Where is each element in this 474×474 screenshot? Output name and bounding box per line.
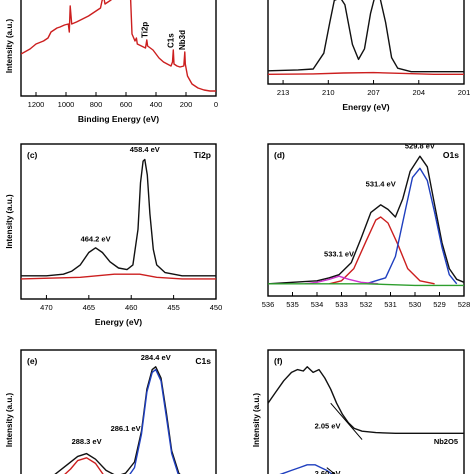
x-tick-label: 201 (458, 88, 471, 97)
x-tick-label: 470 (40, 303, 53, 312)
x-tick-label: 530 (409, 300, 422, 309)
series-line-fit-533-1 (304, 275, 379, 285)
panel-label: (d) (274, 150, 285, 160)
series-group (268, 366, 464, 474)
x-tick-label: 528 (458, 300, 471, 309)
panel-e: Intensity (a.u.) (e) C1s 284.4 eV 288.3 eV 28… (5, 349, 217, 474)
peak-annotation: 2.60 eV (315, 469, 341, 474)
axis-frame (267, 143, 465, 297)
series-group (21, 0, 216, 92)
axis-frame (20, 0, 217, 97)
series-line-spectrum (268, 0, 464, 73)
peak-annotation: 531.4 eV (366, 180, 396, 189)
tangent-line (330, 402, 363, 440)
peak-annotation: Ti2p (140, 22, 149, 38)
panel-label: (e) (27, 356, 38, 366)
panel-d: 536 535 534 533 532 531 530 529 528 (d) O1s 529.8 e… (262, 142, 471, 309)
x-tick-label: 534 (311, 300, 324, 309)
panel-title: Ti2p (194, 150, 211, 160)
x-tick-label: 600 (120, 100, 133, 109)
series-line-fit-284-4 (129, 368, 179, 474)
x-tick-label: 400 (150, 100, 163, 109)
series-line-nb-ti-2-3- (279, 464, 334, 474)
series-group (268, 155, 464, 287)
peak-annotation: 284.4 eV (141, 353, 171, 362)
x-tick-label: 210 (322, 88, 335, 97)
x-tick-label: 535 (286, 300, 299, 309)
x-axis-label: Energy (eV) (342, 102, 389, 112)
x-tick-label: 455 (167, 303, 180, 312)
x-tick-label: 531 (384, 300, 397, 309)
series-line-main (21, 0, 216, 92)
series-group (268, 0, 464, 76)
panel-b: 213 210 207 204 201 Energy (eV) (267, 0, 471, 112)
peak-annotation: Nb3d (178, 30, 187, 50)
x-tick-label: 207 (367, 88, 380, 97)
panel-title: O1s (443, 150, 459, 160)
x-tick-label: 529 (433, 300, 446, 309)
y-axis-label: Intensity (a.u.) (5, 393, 14, 448)
x-tick-label: 460 (125, 303, 138, 312)
panel-label: (c) (27, 150, 38, 160)
x-tick-label: 204 (413, 88, 426, 97)
series-line-background (21, 273, 216, 280)
x-tick-label: 1000 (58, 100, 75, 109)
peak-annotation: 458.4 eV (130, 145, 160, 154)
series-line-spectrum (268, 155, 464, 285)
axis-frame (20, 143, 217, 300)
x-tick-label: 533 (335, 300, 348, 309)
series-group (54, 366, 181, 474)
peak-annotation: C1s (166, 33, 175, 48)
x-tick-label: 465 (83, 303, 96, 312)
peak-annotation: 533.1 eV (324, 249, 354, 258)
series-line-fit-531-4 (329, 216, 435, 285)
y-axis-label: Intensity (a.u.) (252, 393, 261, 448)
series-line-fit-529-8 (365, 167, 458, 285)
x-axis-label: Binding Energy (eV) (78, 114, 159, 124)
x-tick-label: 200 (180, 100, 193, 109)
panel-c: 470 465 460 455 450 Energy (eV) Intensity (a.u… (5, 143, 223, 327)
tangent-line (326, 467, 336, 474)
legend-entry: Nb2O5 (434, 437, 458, 446)
panel-label: (f) (274, 356, 283, 366)
x-tick-label: 450 (210, 303, 223, 312)
series-line-nb2o5 (268, 366, 464, 434)
x-tick-label: 213 (277, 88, 290, 97)
x-tick-label: 1200 (28, 100, 45, 109)
y-axis-label: Intensity (a.u.) (5, 194, 14, 249)
y-axis-label: Intensity (a.u.) (5, 19, 14, 74)
peak-annotation: 464.2 eV (81, 235, 111, 244)
peak-annotation: 288.3 eV (72, 437, 102, 446)
series-line-spectrum (21, 158, 216, 277)
x-axis-label: Energy (eV) (95, 317, 142, 327)
panel-f: Intensity (a.u.)(f)2.05 eV2.60 eVNb2O5Nb… (252, 349, 465, 474)
series-group (21, 158, 216, 280)
axis-frame (267, 349, 465, 474)
series-line-background (268, 283, 464, 287)
panel-title: C1s (195, 356, 211, 366)
axis-frame (267, 0, 465, 85)
x-tick-label: 0 (214, 100, 218, 109)
x-tick-label: 532 (360, 300, 373, 309)
series-line-spectrum (54, 366, 181, 474)
peak-annotation: 2.05 eV (315, 421, 341, 430)
axis-frame (20, 349, 217, 474)
series-line-fit-288-3 (64, 457, 104, 474)
peak-annotation: 529.8 eV (405, 142, 435, 151)
x-tick-label: 800 (90, 100, 103, 109)
panel-a: 1200 1000 800 600 400 200 0 Binding Energy (eV)… (5, 0, 218, 124)
x-tick-label: 536 (262, 300, 275, 309)
peak-annotation: 286.1 eV (111, 424, 141, 433)
series-line-background (268, 71, 464, 76)
